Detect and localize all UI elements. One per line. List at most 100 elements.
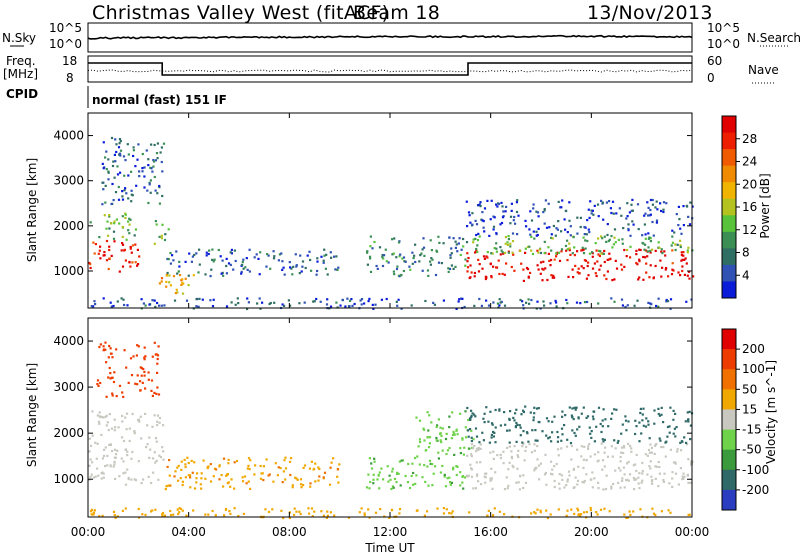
power-cell: [108, 215, 111, 218]
power-cell: [601, 237, 604, 240]
velocity-cell: [399, 484, 402, 487]
power-cell: [671, 235, 674, 238]
velocity-cell: [451, 411, 454, 414]
velocity-cell: [259, 464, 262, 468]
velocity-cell: [308, 467, 311, 470]
velocity-cell: [574, 476, 577, 479]
power-cell: [205, 254, 208, 257]
velocity-cell: [288, 460, 292, 463]
velocity-cell: [450, 481, 453, 484]
power-cell: [466, 252, 469, 255]
velocity-cell: [464, 410, 467, 413]
velocity-cell: [293, 513, 296, 516]
power-cell: [555, 227, 558, 230]
power-cell: [163, 238, 167, 242]
power-cell: [148, 303, 151, 306]
velocity-cell: [156, 414, 160, 417]
velocity-cell: [508, 441, 511, 444]
power-cell: [132, 146, 135, 149]
velocity-cell: [441, 449, 444, 452]
power-cell: [488, 234, 491, 237]
velocity-cell: [281, 481, 284, 484]
velocity-cell: [267, 510, 271, 513]
power-cell: [511, 251, 514, 254]
power-cell: [112, 160, 115, 163]
velocity-cell: [587, 447, 590, 450]
velocity-cell: [124, 416, 127, 419]
velocity-cell: [151, 425, 154, 428]
power-cell: [496, 205, 499, 208]
velocity-cell: [593, 453, 596, 456]
power-cell: [537, 251, 540, 254]
power-cell: [524, 247, 527, 250]
power-cell: [153, 299, 156, 302]
power-cell: [464, 264, 467, 267]
power-cell: [582, 248, 585, 251]
velocity-cell: [550, 440, 553, 443]
velocity-cell: [504, 423, 507, 426]
power-cell: [677, 224, 680, 227]
power-cell: [647, 246, 650, 249]
velocity-cell: [490, 478, 493, 481]
velocity-cell: [410, 474, 413, 478]
power-cell: [337, 266, 340, 269]
power-cell: [605, 277, 608, 281]
colorbar-segment: [722, 149, 736, 167]
power-cell: [597, 302, 600, 305]
velocity-cell: [516, 423, 519, 426]
velocity-cell: [322, 514, 325, 517]
power-cell: [643, 223, 646, 226]
velocity-cell: [450, 512, 453, 515]
power-cell: [478, 203, 481, 206]
power-cell: [174, 292, 177, 295]
velocity-cell: [650, 446, 653, 449]
velocity-cell: [98, 515, 101, 518]
velocity-cell: [295, 477, 298, 480]
velocity-cell: [299, 512, 302, 516]
velocity-cell: [302, 484, 305, 487]
power-cell: [118, 152, 122, 155]
velocity-cell: [218, 464, 221, 467]
velocity-cell: [102, 416, 105, 419]
power-cell: [158, 282, 161, 285]
velocity-cell: [88, 464, 91, 467]
velocity-cell: [249, 459, 252, 462]
power-cell: [150, 143, 153, 146]
velocity-cell: [134, 479, 138, 482]
velocity-cell: [215, 468, 218, 471]
velocity-cell: [180, 460, 183, 463]
power-cell: [628, 211, 631, 214]
velocity-cell: [200, 472, 203, 475]
power-cell: [385, 297, 388, 301]
power-cell: [555, 252, 558, 255]
velocity-cell: [144, 355, 147, 358]
power-cell: [105, 259, 109, 262]
velocity-cell: [492, 435, 495, 438]
power-cell: [369, 257, 372, 260]
power-cell: [536, 300, 539, 303]
velocity-cell: [604, 418, 607, 421]
velocity-cell: [440, 441, 443, 444]
velocity-cell: [541, 430, 544, 433]
power-cell: [90, 305, 93, 308]
power-cell: [466, 260, 469, 263]
power-cell: [237, 302, 240, 305]
velocity-cell: [627, 479, 630, 482]
power-cell: [336, 268, 339, 271]
velocity-cell: [502, 462, 505, 465]
velocity-cell: [632, 464, 635, 467]
power-cell: [124, 213, 127, 216]
velocity-cell: [470, 436, 473, 439]
power-cell: [127, 174, 130, 177]
velocity-cell: [561, 410, 564, 413]
power-cell: [165, 285, 168, 288]
velocity-cell: [574, 408, 577, 411]
velocity-cell: [98, 415, 101, 418]
power-cell: [329, 305, 333, 308]
velocity-cell: [156, 386, 159, 389]
power-cell: [140, 298, 143, 301]
power-cell: [572, 236, 575, 239]
velocity-cell: [173, 475, 176, 478]
velocity-cell: [470, 468, 473, 471]
